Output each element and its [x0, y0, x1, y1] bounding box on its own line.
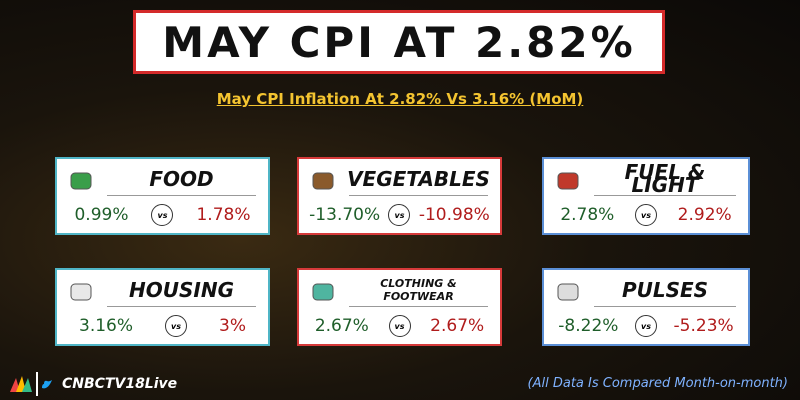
value-left: 2.78%: [560, 205, 615, 225]
value-right: -10.98%: [418, 205, 490, 225]
values: 2.67% vs 2.67%: [305, 310, 494, 342]
logo: [10, 372, 52, 396]
value-left: 3.16%: [79, 316, 134, 336]
values: -13.70% vs -10.98%: [305, 199, 494, 231]
card: CLOTHING & FOOTWEAR 2.67% vs 2.67%: [297, 268, 502, 346]
icon: [312, 283, 334, 301]
vs-badge: vs: [634, 315, 657, 337]
card: PULSES -8.22% vs -5.23%: [542, 268, 750, 346]
title-box: MAY CPI AT 2.82%: [133, 10, 665, 74]
card: VEGETABLES -13.70% vs -10.98%: [297, 157, 502, 235]
note: (All Data Is Compared Month-on-month): [527, 376, 788, 391]
card: FUEL & LIGHT 2.78% vs 2.92%: [542, 157, 750, 235]
card-title: FUEL & LIGHT: [594, 162, 736, 196]
card-title: CLOTHING & FOOTWEAR: [349, 274, 488, 307]
icon: [70, 283, 92, 301]
vs-badge: vs: [388, 315, 411, 337]
card-title: HOUSING: [107, 274, 256, 307]
icon: [557, 283, 579, 301]
icon: [70, 172, 92, 190]
values: -8.22% vs -5.23%: [550, 310, 742, 342]
value-right: 1.78%: [196, 205, 251, 225]
values: 3.16% vs 3%: [63, 310, 262, 342]
icon: [557, 172, 579, 190]
card-title: FOOD: [107, 163, 256, 196]
value-left: 2.67%: [314, 316, 369, 336]
card: FOOD 0.99% vs 1.78%: [55, 157, 270, 235]
icon: [312, 172, 334, 190]
vs-badge: vs: [388, 204, 411, 226]
card: HOUSING 3.16% vs 3%: [55, 268, 270, 346]
vs-badge: vs: [165, 315, 188, 337]
handle: CNBCTV18Live: [62, 376, 178, 392]
value-left: -13.70%: [309, 205, 381, 225]
value-right: -5.23%: [673, 316, 734, 336]
value-left: -8.22%: [558, 316, 619, 336]
values: 0.99% vs 1.78%: [63, 199, 262, 231]
value-right: 2.92%: [677, 205, 732, 225]
subtitle: May CPI Inflation At 2.82% Vs 3.16% (MoM…: [216, 90, 584, 108]
values: 2.78% vs 2.92%: [550, 199, 742, 231]
value-right: 3%: [219, 316, 246, 336]
value-right: 2.67%: [430, 316, 485, 336]
title: MAY CPI AT 2.82%: [162, 17, 636, 67]
footer: CNBCTV18Live (All Data Is Compared Month…: [0, 370, 800, 400]
vs-badge: vs: [635, 204, 657, 226]
value-left: 0.99%: [74, 205, 129, 225]
vs-badge: vs: [151, 204, 174, 226]
card-title: VEGETABLES: [347, 163, 490, 196]
card-title: PULSES: [594, 274, 736, 307]
